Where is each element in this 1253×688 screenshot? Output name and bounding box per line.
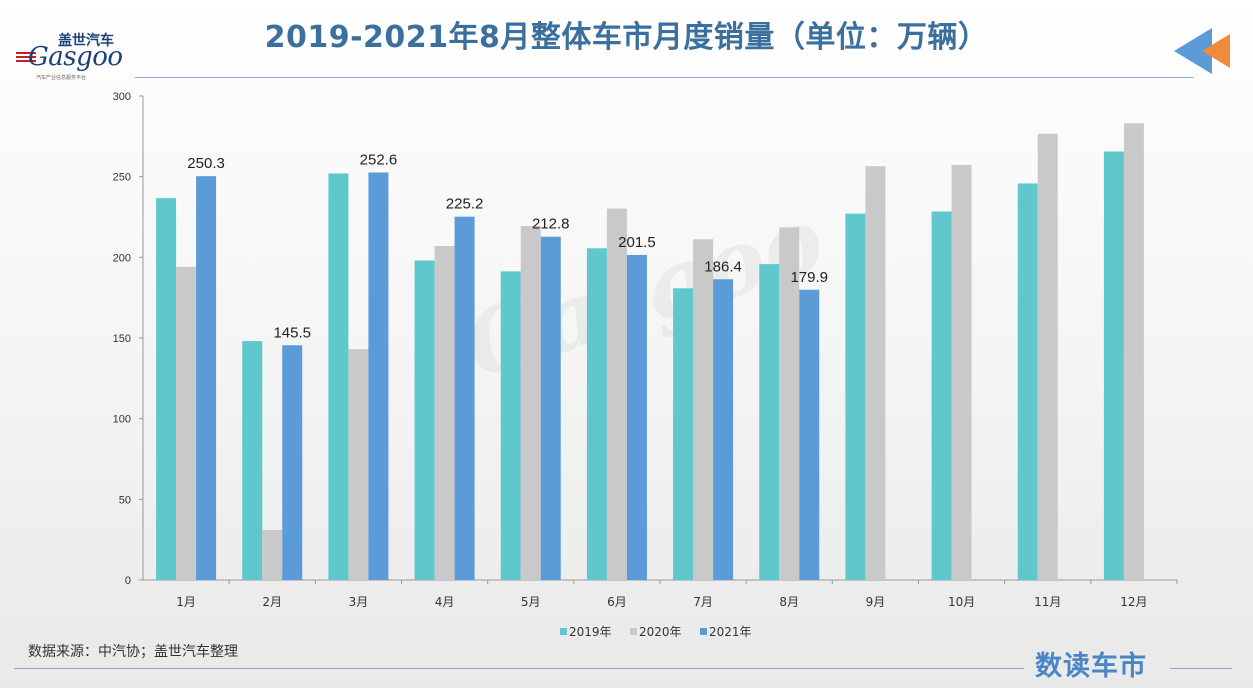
bar-2021年 [454,216,475,580]
x-tick-label: 5月 [521,595,541,609]
data-label: 212.8 [532,216,570,233]
bar-2019年 [845,213,866,580]
bar-2019年 [328,173,349,580]
bar-2019年 [1017,183,1038,580]
y-tick-label: 0 [125,575,131,587]
legend-label: 2019年 [569,625,612,639]
bar-2021年 [713,279,734,580]
x-tick-label: 12月 [1120,595,1147,609]
logo-english-name: Gasgoo [28,42,123,72]
data-label: 145.5 [273,324,311,341]
bar-2020年 [348,349,369,580]
brand-mark: 数读车市 [1035,651,1147,682]
y-tick-label: 250 [113,172,131,184]
y-tick-label: 150 [113,333,131,345]
bar-2019年 [242,341,263,580]
bar-2020年 [262,529,283,580]
x-tick-label: 7月 [693,595,713,609]
x-tick-label: 2月 [262,595,282,609]
data-label: 186.4 [704,258,742,275]
bar-2019年 [673,288,694,580]
bar-2020年 [951,164,972,580]
gasgoo-logo: 盖世汽车 Gasgoo 汽车产业信息服务平台 [14,30,134,81]
y-tick-label: 100 [113,414,131,426]
logo-stripes-icon [16,52,36,66]
legend-label: 2020年 [639,625,682,639]
back-arrow-icon[interactable] [1172,26,1232,76]
top-divider [135,77,1193,78]
bar-2021年 [540,236,561,580]
bar-2020年 [1037,133,1058,580]
logo-chinese-name: 盖世汽车 [58,33,114,49]
bar-2020年 [606,208,627,581]
bottom-divider-right [1170,668,1232,669]
bar-2021年 [799,289,820,580]
bar-2020年 [693,239,714,580]
legend-swatch [630,628,637,635]
bar-2019年 [931,211,952,581]
bar-2021年 [196,176,217,580]
y-tick-label: 200 [113,252,131,264]
bar-2021年 [626,254,647,580]
x-tick-label: 11月 [1034,595,1061,609]
bar-2019年 [759,264,780,580]
bottom-divider [14,668,1024,669]
legend-swatch [700,628,707,635]
bar-2019年 [156,198,177,580]
bar-2019年 [1103,151,1124,581]
logo-tagline: 汽车产业信息服务平台 [36,75,87,81]
bar-2019年 [586,248,607,581]
bar-2019年 [500,271,521,580]
y-tick-label: 50 [119,494,131,506]
bar-2021年 [368,172,389,581]
y-tick-label: 300 [113,91,131,103]
bar-2020年 [176,266,197,580]
data-label: 179.9 [790,269,828,286]
x-tick-label: 1月 [176,595,196,609]
bar-2020年 [520,226,541,580]
x-tick-label: 8月 [779,595,799,609]
source-note: 数据来源：中汽协；盖世汽车整理 [28,644,238,660]
x-tick-label: 4月 [435,595,455,609]
bar-2019年 [414,260,435,580]
x-tick-label: 6月 [607,595,627,609]
bar-2021年 [282,345,303,580]
data-label: 225.2 [446,196,484,213]
page-title: 2019-2021年8月整体车市月度销量（单位：万辆） [264,20,989,55]
data-label: 201.5 [618,234,656,251]
x-tick-label: 3月 [349,595,369,609]
bar-2020年 [865,166,886,580]
bar-2020年 [434,246,455,581]
bar-2020年 [1123,123,1144,581]
x-tick-label: 9月 [866,595,886,609]
x-tick-label: 10月 [948,595,975,609]
bar-2020年 [779,227,800,581]
legend-label: 2021年 [709,625,752,639]
legend-swatch [560,628,567,635]
data-label: 252.6 [360,151,398,168]
data-label: 250.3 [187,155,225,172]
